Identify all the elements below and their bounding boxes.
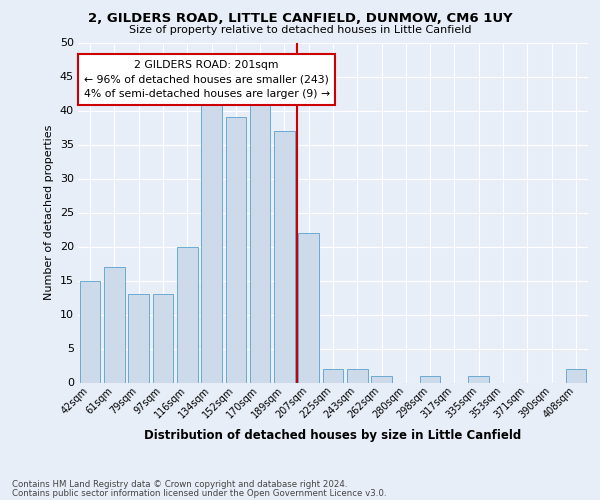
Bar [104,267,125,382]
Text: Contains HM Land Registry data © Crown copyright and database right 2024.: Contains HM Land Registry data © Crown c… [12,480,347,489]
Bar [469,376,489,382]
Bar [226,118,246,382]
Text: 2, GILDERS ROAD, LITTLE CANFIELD, DUNMOW, CM6 1UY: 2, GILDERS ROAD, LITTLE CANFIELD, DUNMOW… [88,12,512,26]
X-axis label: Distribution of detached houses by size in Little Canfield: Distribution of detached houses by size … [145,428,521,442]
Text: Size of property relative to detached houses in Little Canfield: Size of property relative to detached ho… [129,25,471,35]
Bar [152,294,173,382]
Bar [323,369,343,382]
Bar [80,280,100,382]
Bar [371,376,392,382]
Text: Contains public sector information licensed under the Open Government Licence v3: Contains public sector information licen… [12,488,386,498]
Bar [201,104,222,382]
Text: 2 GILDERS ROAD: 201sqm
← 96% of detached houses are smaller (243)
4% of semi-det: 2 GILDERS ROAD: 201sqm ← 96% of detached… [83,60,330,99]
Bar [298,233,319,382]
Y-axis label: Number of detached properties: Number of detached properties [44,125,54,300]
Bar [177,246,197,382]
Bar [250,97,271,382]
Bar [128,294,149,382]
Bar [347,369,368,382]
Bar [420,376,440,382]
Bar [566,369,586,382]
Bar [274,131,295,382]
